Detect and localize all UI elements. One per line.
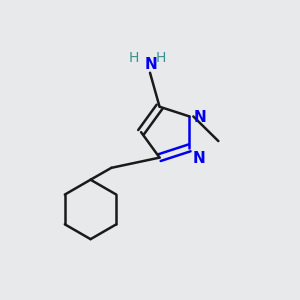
- Text: H: H: [128, 51, 139, 65]
- Text: N: N: [193, 110, 206, 125]
- Text: N: N: [145, 57, 157, 72]
- Text: N: N: [192, 152, 205, 166]
- Text: H: H: [156, 51, 166, 65]
